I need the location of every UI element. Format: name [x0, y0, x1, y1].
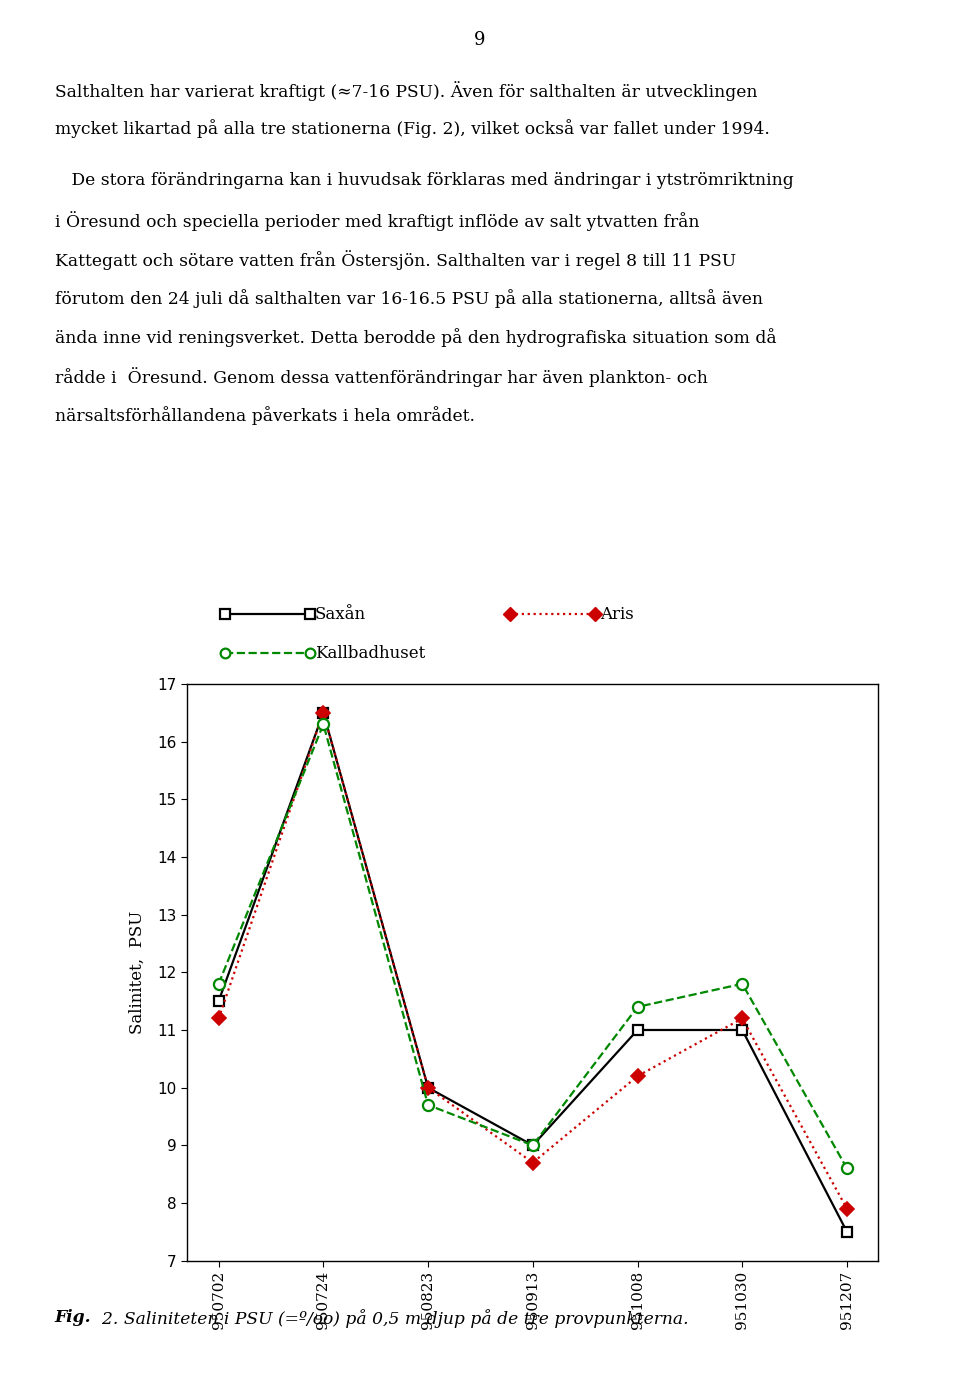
Text: 9: 9 — [474, 31, 486, 49]
Aris — [213, 1011, 225, 1027]
Aris — [841, 1201, 852, 1218]
Text: Fig.: Fig. — [55, 1309, 91, 1326]
Kallbadhuset — [318, 716, 329, 733]
Text: Aris: Aris — [600, 606, 634, 623]
Text: Kattegatt och sötare vatten från Östersjön. Salthalten var i regel 8 till 11 PSU: Kattegatt och sötare vatten från Östersj… — [55, 250, 736, 270]
Saxån — [422, 1080, 434, 1097]
Aris — [736, 1011, 748, 1027]
Text: Saxån: Saxån — [315, 606, 366, 623]
Text: Salthalten har varierat kraftigt (≈7-16 PSU). Även för salthalten är utvecklinge: Salthalten har varierat kraftigt (≈7-16 … — [55, 81, 757, 100]
Saxån — [318, 705, 329, 721]
Text: närsaltsförhållandena påverkats i hela området.: närsaltsförhållandena påverkats i hela o… — [55, 406, 474, 425]
Saxån — [841, 1223, 852, 1240]
Line: Aris: Aris — [214, 708, 852, 1213]
Text: ända inne vid reningsverket. Detta berodde på den hydrografiska situation som då: ända inne vid reningsverket. Detta berod… — [55, 328, 777, 348]
Text: rådde i  Öresund. Genom dessa vattenförändringar har även plankton- och: rådde i Öresund. Genom dessa vattenförän… — [55, 367, 708, 386]
Kallbadhuset — [841, 1161, 852, 1177]
Aris — [527, 1154, 539, 1170]
Line: Saxån: Saxån — [214, 708, 852, 1237]
Kallbadhuset — [213, 976, 225, 992]
Aris — [422, 1080, 434, 1097]
Text: förutom den 24 juli då salthalten var 16-16.5 PSU på alla stationerna, alltså äv: förutom den 24 juli då salthalten var 16… — [55, 289, 762, 309]
Y-axis label: Salinitet,  PSU: Salinitet, PSU — [130, 910, 146, 1034]
Saxån — [527, 1137, 539, 1154]
Kallbadhuset — [422, 1097, 434, 1113]
Text: mycket likartad på alla tre stationerna (Fig. 2), vilket också var fallet under : mycket likartad på alla tre stationerna … — [55, 120, 770, 139]
Aris — [318, 705, 329, 721]
Aris — [632, 1068, 643, 1084]
Text: 2. Saliniteten i PSU (=º/oo) på 0,5 m djup på de tre provpunkterna.: 2. Saliniteten i PSU (=º/oo) på 0,5 m dj… — [91, 1309, 689, 1329]
Kallbadhuset — [632, 998, 643, 1015]
Kallbadhuset — [527, 1137, 539, 1154]
Text: De stora förändringarna kan i huvudsak förklaras med ändringar i ytströmriktning: De stora förändringarna kan i huvudsak f… — [55, 172, 794, 189]
Kallbadhuset — [736, 976, 748, 992]
Saxån — [213, 992, 225, 1009]
Saxån — [736, 1022, 748, 1038]
Text: i Öresund och speciella perioder med kraftigt inflöde av salt ytvatten från: i Öresund och speciella perioder med kra… — [55, 211, 699, 231]
Saxån — [632, 1022, 643, 1038]
Line: Kallbadhuset: Kallbadhuset — [213, 719, 852, 1175]
Text: Kallbadhuset: Kallbadhuset — [315, 645, 425, 662]
